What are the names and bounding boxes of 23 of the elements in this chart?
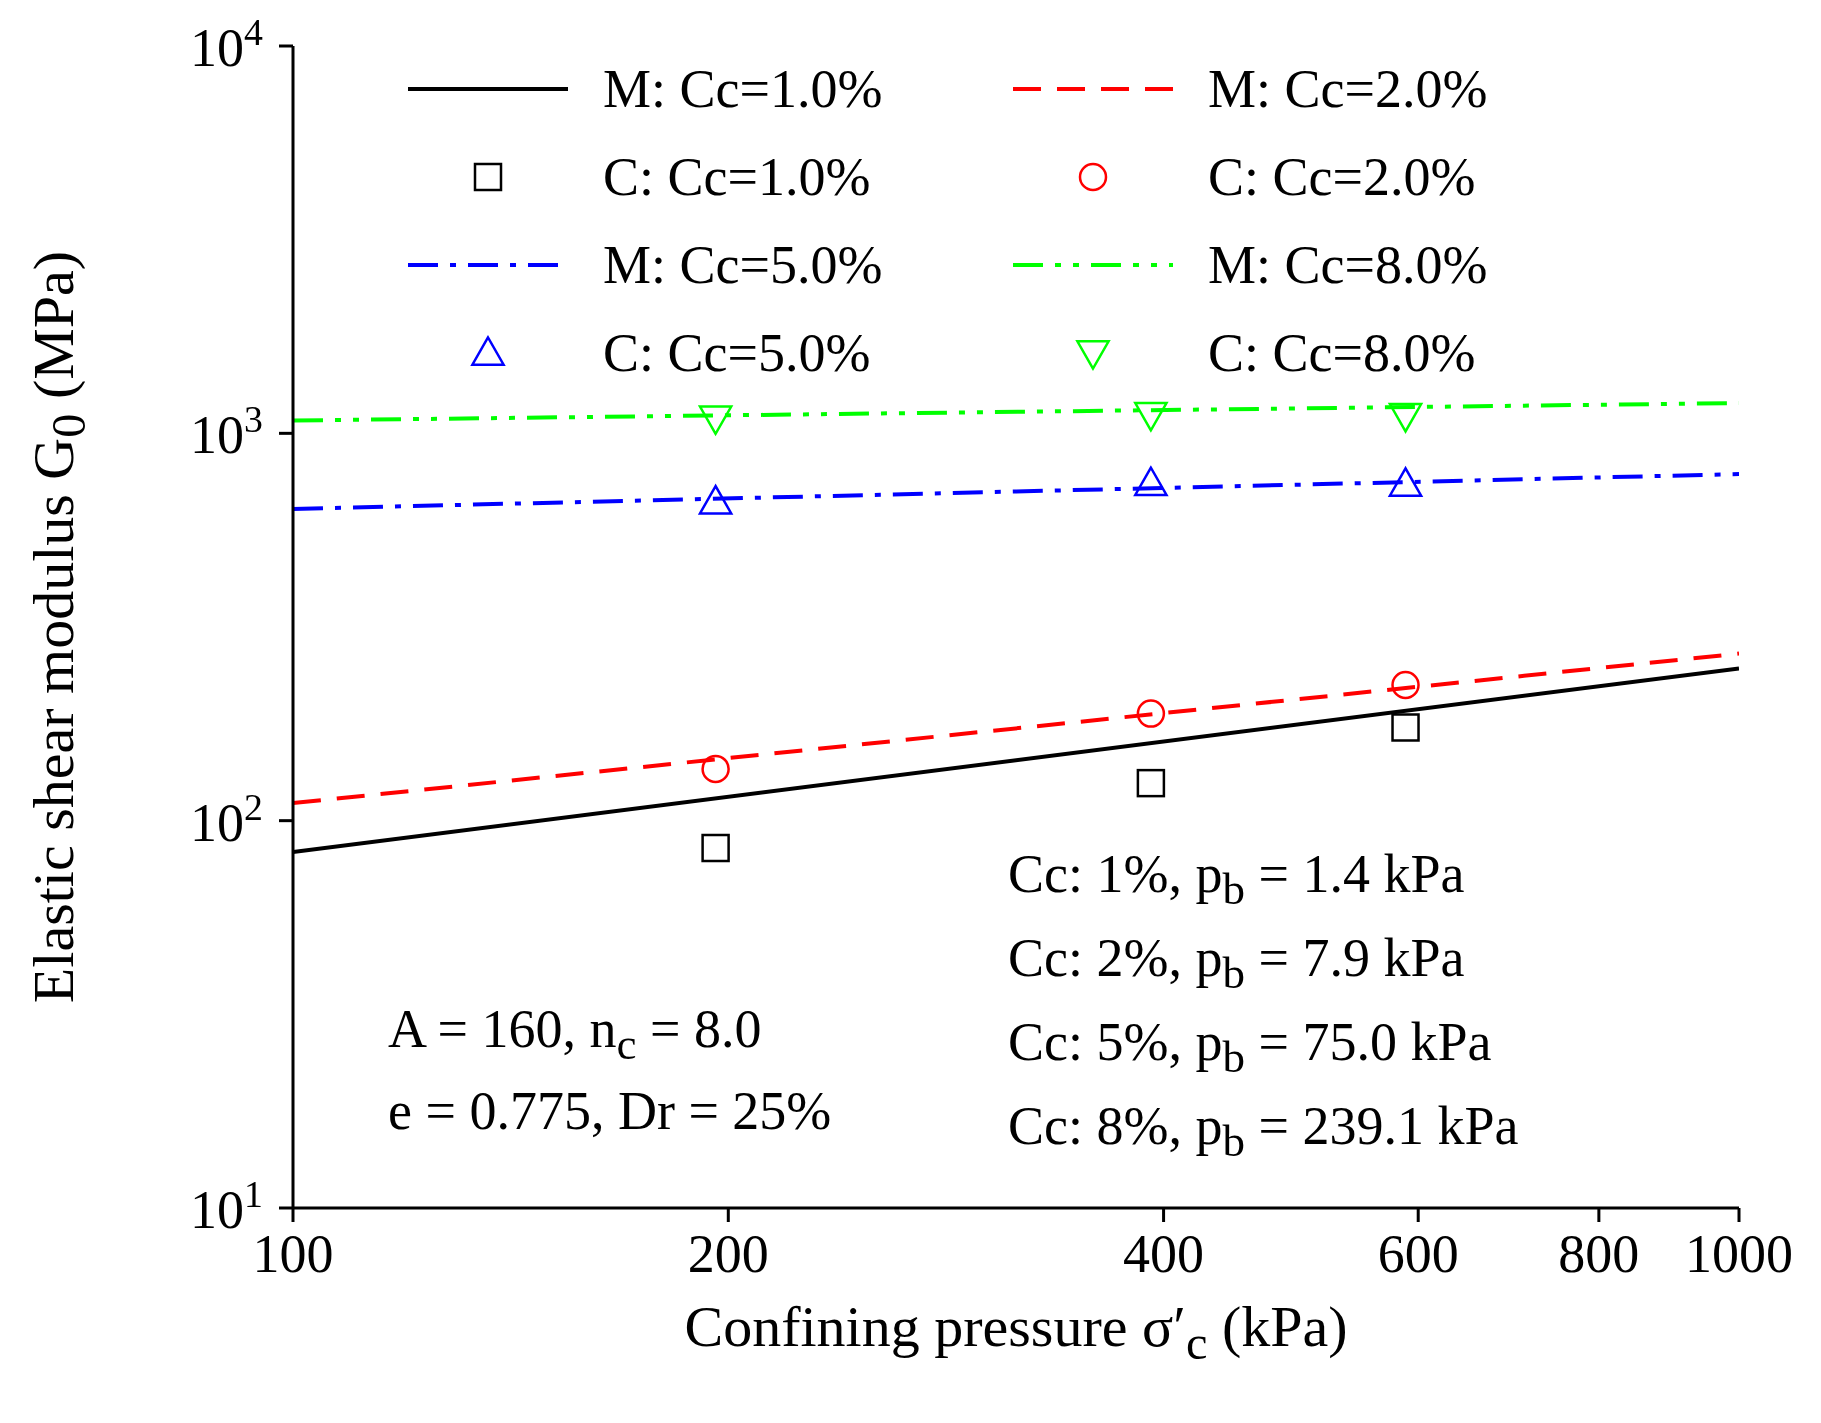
annotation: e = 0.775, Dr = 25%	[388, 1080, 832, 1142]
legend-label: M: Cc=1.0%	[603, 58, 883, 120]
legend-label: C: Cc=8.0%	[1208, 322, 1476, 384]
annotation: Cc: 8%, p$_{b}$ = 239.1 kPa	[1008, 1095, 1519, 1167]
x-tick-label: 600	[1377, 1224, 1459, 1284]
x-tick-label: 200	[687, 1224, 769, 1284]
y-tick-label: 10$^{3}$	[190, 398, 263, 466]
legend-label: M: Cc=8.0%	[1208, 234, 1488, 296]
legend-label: C: Cc=2.0%	[1208, 146, 1476, 208]
x-axis-title: Confining pressure σ′$_{c}$ (kPa)	[683, 1293, 1349, 1370]
annotation: Cc: 5%, p$_{b}$ = 75.0 kPa	[1008, 1011, 1492, 1083]
x-tick-label: 1000	[1685, 1224, 1793, 1284]
annotation: Cc: 1%, p$_{b}$ = 1.4 kPa	[1008, 843, 1465, 915]
y-tick-label: 10$^{4}$	[190, 11, 264, 78]
x-tick-label: 400	[1123, 1224, 1205, 1284]
annotation: A = 160, n$_{c}$ = 8.0	[388, 998, 762, 1070]
legend-label: M: Cc=2.0%	[1208, 58, 1488, 120]
legend-label: C: Cc=1.0%	[603, 146, 871, 208]
legend-label: C: Cc=5.0%	[603, 322, 871, 384]
x-tick-label: 800	[1558, 1224, 1640, 1284]
y-tick-label: 10$^{2}$	[190, 785, 263, 853]
annotation: Cc: 2%, p$_{b}$ = 7.9 kPa	[1008, 927, 1465, 999]
legend-label: M: Cc=5.0%	[603, 234, 883, 296]
